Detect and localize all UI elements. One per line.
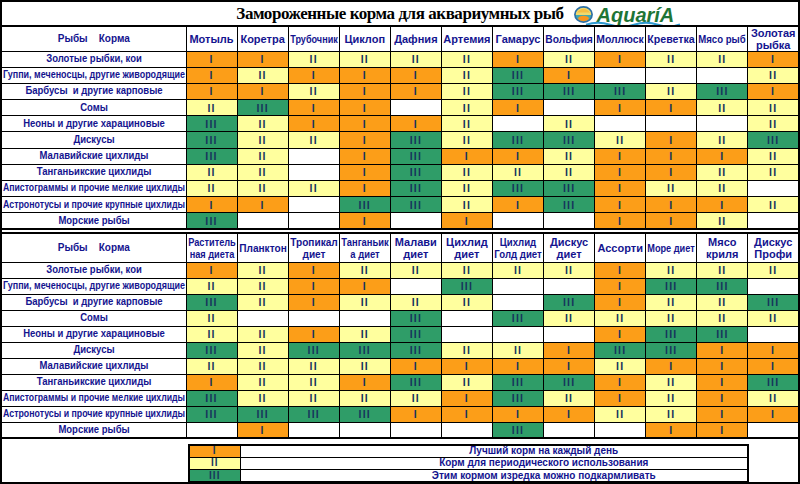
svg-text:AquaríA: AquaríA <box>596 4 675 26</box>
